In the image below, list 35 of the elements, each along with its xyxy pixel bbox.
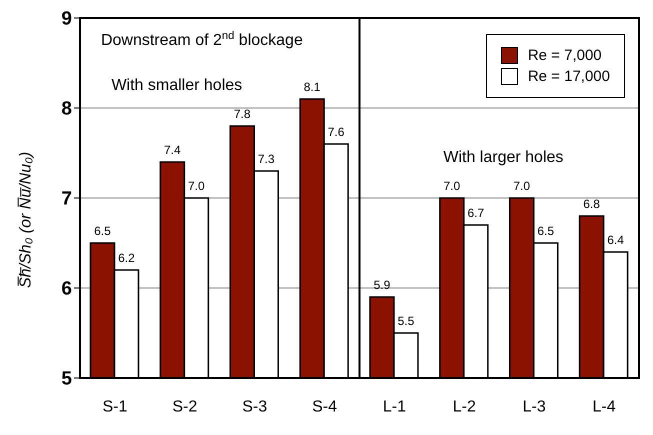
- legend-label: Re = 17,000: [528, 68, 610, 85]
- data-label: 5.9: [374, 278, 391, 292]
- y-tick-label: 6: [61, 278, 72, 300]
- data-label: 6.5: [94, 224, 112, 238]
- x-tick-label: S-2: [172, 398, 198, 416]
- data-label: 8.1: [304, 80, 321, 94]
- y-tick-label: 5: [61, 368, 72, 390]
- data-label: 7.0: [513, 179, 530, 193]
- y-tick-label: 8: [61, 98, 72, 120]
- x-tick-label: L-3: [522, 398, 546, 416]
- annotation: With smaller holes: [111, 77, 242, 94]
- x-tick-label: L-1: [382, 398, 406, 416]
- data-label: 7.3: [258, 152, 275, 166]
- data-label: 7.0: [188, 179, 206, 193]
- data-label: 6.2: [118, 251, 136, 265]
- data-label: 7.0: [444, 179, 461, 193]
- x-tick-label: L-2: [452, 398, 476, 416]
- y-tick-label: 7: [61, 188, 72, 210]
- legend-label: Re = 7,000: [528, 47, 602, 64]
- data-label: 6.5: [537, 224, 554, 238]
- data-label: 7.8: [234, 107, 251, 121]
- data-label: 7.4: [164, 143, 182, 157]
- data-label: 6.8: [583, 197, 600, 211]
- y-axis-title: S̅h̅/Sh₀ (or N̅u̅/Nu₀): [16, 152, 35, 288]
- data-label: 5.5: [398, 314, 415, 328]
- data-label: 6.4: [607, 233, 624, 247]
- x-tick-label: S-3: [242, 398, 268, 416]
- x-tick-label: L-4: [592, 398, 616, 416]
- data-label: 7.6: [328, 125, 345, 139]
- x-tick-label: S-1: [102, 398, 128, 416]
- x-tick-label: S-4: [312, 398, 338, 416]
- annotation: With larger holes: [443, 149, 564, 166]
- y-tick-label: 9: [61, 8, 72, 30]
- text: Downstream of 2$^{nd}$ blockage: [100, 30, 303, 49]
- data-label: 6.7: [468, 206, 485, 220]
